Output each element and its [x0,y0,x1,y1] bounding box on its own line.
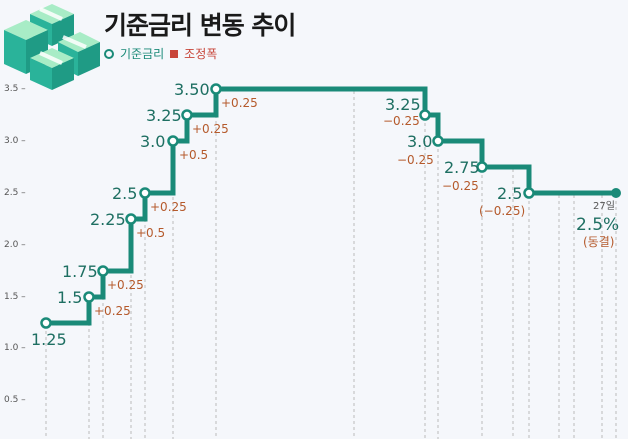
money-stack-icon [4,4,100,90]
change-legend-marker [170,49,179,58]
change-label: −0.25 [442,179,479,193]
rate-label: 3.25 [146,106,182,125]
rate-markers [40,83,535,329]
final-status-label: (동결) [583,235,615,249]
legend: 기준금리 조정폭 [104,45,217,62]
legend-rate-label: 기준금리 [120,47,165,61]
rate-label: 1.75 [62,262,98,281]
end-point-marker [611,188,621,198]
change-label: +0.5 [179,148,209,162]
rate-label: 2.5 [497,184,523,203]
legend-change-label: 조정폭 [184,47,218,61]
y-tick: 2.0 – [4,240,26,250]
rate-legend-marker [104,48,114,59]
y-tick: 0.5 – [4,395,26,405]
rate-label: 1.5 [57,288,83,307]
vertical-gridlines [45,91,617,439]
final-day-label: 27일 [593,201,615,212]
rate-label: 3.0 [407,132,433,151]
change-label: +0.5 [136,226,166,240]
y-tick: 1.5 – [4,292,26,302]
change-label: +0.25 [221,96,258,110]
rate-label: 2.5 [112,184,138,203]
y-tick: 2.5 – [4,188,26,198]
rate-label: 1.25 [31,330,67,349]
change-label: (−0.25) [479,204,526,218]
change-label: +0.25 [107,278,144,292]
rate-label: 2.25 [90,210,126,229]
rate-label: 3.25 [385,95,421,114]
final-rate-label: 2.5% [576,215,620,235]
rate-label: 3.0 [140,132,166,151]
rate-label: 3.50 [174,80,210,99]
chart-title: 기준금리 변동 추이 [104,11,296,40]
change-label: −0.25 [397,153,434,167]
y-tick: 1.0 – [4,343,26,353]
rate-label: 2.75 [444,158,480,177]
change-label: +0.25 [150,200,187,214]
change-label: +0.25 [94,304,131,318]
y-tick: 3.5 – [4,84,26,94]
y-tick: 3.0 – [4,136,26,146]
change-label: −0.25 [383,114,420,128]
change-label: +0.25 [192,122,229,136]
